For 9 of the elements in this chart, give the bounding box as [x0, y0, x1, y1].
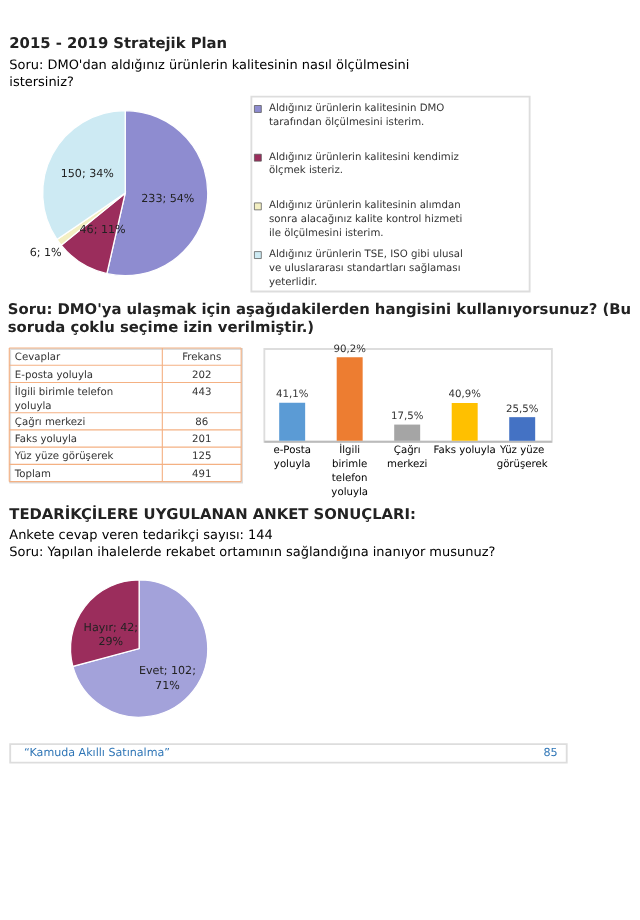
bar [336, 357, 363, 441]
bar [451, 402, 478, 441]
pie-slice [72, 579, 209, 718]
bar [394, 424, 421, 441]
chart-title: TEDARİKÇİLERE UYGULANAN ANKET SONUÇLARI: [9, 504, 416, 523]
bar [509, 417, 536, 441]
text: Soru: DMO'ya ulaşmak için aşağıdakilerden hangisini kullanıyorsunuz? (Bu soruda çoklu seçime izin verilmiştir.) [7, 299, 632, 337]
chart-title: 2015 - 2019 Stratejik Plan [9, 34, 228, 53]
bar [279, 402, 306, 441]
